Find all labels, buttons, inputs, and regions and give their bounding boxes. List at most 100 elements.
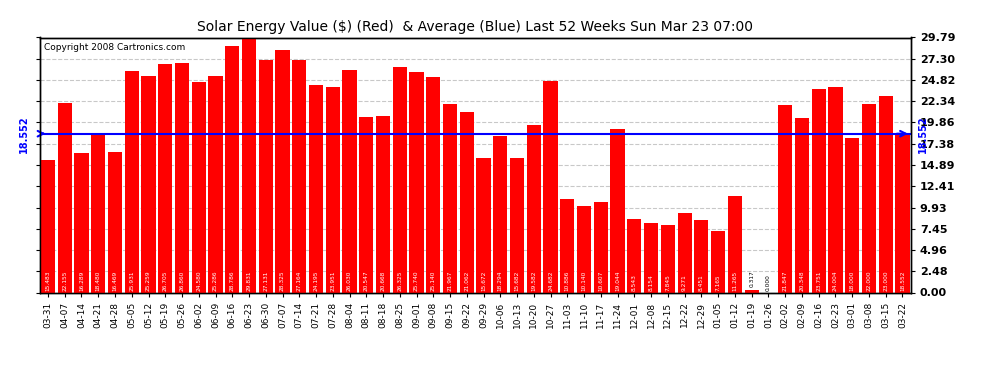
Bar [577,206,591,292]
Bar [393,67,407,292]
Text: 26.705: 26.705 [162,270,167,291]
Text: 28.325: 28.325 [280,270,285,291]
Text: 22.155: 22.155 [62,270,67,291]
Bar [778,105,792,292]
Text: 24.004: 24.004 [833,270,838,291]
Text: 18.552: 18.552 [918,115,928,153]
Text: 0.000: 0.000 [766,274,771,291]
Text: 0.317: 0.317 [749,270,754,287]
Text: 7.165: 7.165 [716,274,721,291]
Text: 7.845: 7.845 [665,274,670,291]
Text: 25.286: 25.286 [213,270,218,291]
Bar [677,213,692,292]
Text: 24.580: 24.580 [196,270,201,291]
Text: 19.044: 19.044 [615,270,620,291]
Text: 25.140: 25.140 [431,270,436,291]
Text: 8.154: 8.154 [648,274,653,291]
Text: 24.682: 24.682 [548,270,553,291]
Text: 10.140: 10.140 [581,270,587,291]
Bar [359,117,373,292]
Bar [242,37,256,292]
Bar [711,231,726,292]
Bar [192,82,206,292]
Title: Solar Energy Value ($) (Red)  & Average (Blue) Last 52 Weeks Sun Mar 23 07:00: Solar Energy Value ($) (Red) & Average (… [197,20,753,33]
Text: 18.000: 18.000 [849,270,854,291]
Text: 21.967: 21.967 [447,270,452,291]
Text: 23.951: 23.951 [331,270,336,291]
Bar [142,76,155,292]
Bar [410,72,424,292]
Bar [292,60,307,292]
Bar [74,153,89,292]
Text: Copyright 2008 Cartronics.com: Copyright 2008 Cartronics.com [44,43,185,52]
Text: 15.682: 15.682 [515,270,520,291]
Bar [728,196,742,292]
Bar [644,223,658,292]
Bar [225,46,240,292]
Bar [175,63,189,292]
Text: 25.931: 25.931 [130,270,135,291]
Bar [476,158,491,292]
Bar [845,138,859,292]
Text: 18.552: 18.552 [19,115,29,153]
Text: 18.294: 18.294 [498,270,503,291]
Bar [660,225,675,292]
Text: 15.483: 15.483 [46,270,50,291]
Bar [510,158,525,292]
Text: 27.131: 27.131 [263,270,268,291]
Bar [694,220,709,292]
Text: 10.886: 10.886 [565,270,570,291]
Bar [108,152,122,292]
Text: 15.672: 15.672 [481,270,486,291]
Bar [426,77,441,292]
Bar [861,104,876,292]
Text: 27.164: 27.164 [297,270,302,291]
Bar [493,136,508,292]
Text: 20.348: 20.348 [799,270,805,291]
Bar [544,81,557,292]
Text: 21.062: 21.062 [464,270,469,291]
Bar [258,60,273,292]
Text: 20.547: 20.547 [363,270,369,291]
Bar [795,118,809,292]
Bar [309,86,323,292]
Text: 29.831: 29.831 [247,270,251,291]
Text: 16.289: 16.289 [79,270,84,291]
Bar [125,70,139,292]
Text: 23.751: 23.751 [816,270,821,291]
Bar [376,116,390,292]
Bar [443,105,457,292]
Text: 8.451: 8.451 [699,274,704,291]
Bar [560,200,574,292]
Bar [812,89,826,292]
Bar [878,96,893,292]
Bar [594,202,608,292]
Bar [41,160,55,292]
Bar [275,50,290,292]
Text: 10.607: 10.607 [598,270,603,291]
Text: 25.740: 25.740 [414,270,419,291]
Text: 28.786: 28.786 [230,270,235,291]
Text: 18.480: 18.480 [96,270,101,291]
Text: 26.860: 26.860 [179,270,184,291]
Text: 19.582: 19.582 [532,270,537,291]
Bar [343,70,356,292]
Bar [744,290,758,292]
Text: 9.271: 9.271 [682,274,687,291]
Text: 16.469: 16.469 [113,270,118,291]
Text: 20.668: 20.668 [380,270,385,291]
Text: 8.543: 8.543 [632,274,637,291]
Bar [208,76,223,292]
Bar [459,112,474,292]
Text: 25.259: 25.259 [146,270,151,291]
Text: 24.195: 24.195 [314,270,319,291]
Bar [527,125,541,292]
Bar [91,134,105,292]
Bar [158,64,172,292]
Bar [611,129,625,292]
Bar [326,87,340,292]
Bar [628,219,642,292]
Text: 11.265: 11.265 [733,270,738,291]
Bar [829,87,842,292]
Text: 26.030: 26.030 [347,270,352,291]
